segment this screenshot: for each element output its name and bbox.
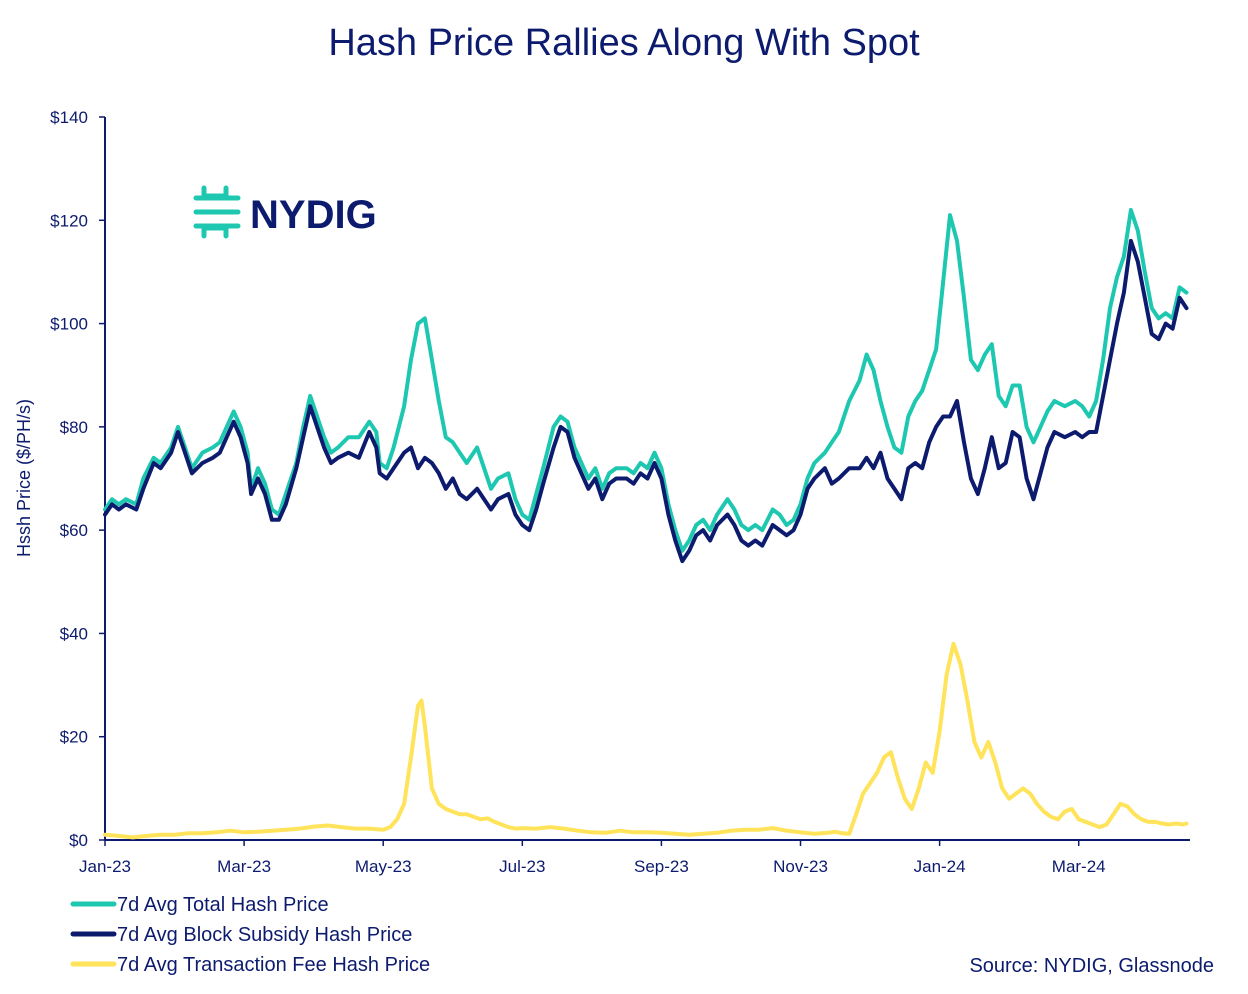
y-tick-label: $140 — [50, 108, 88, 127]
legend-label: 7d Avg Total Hash Price — [117, 894, 329, 916]
y-tick-label: $40 — [60, 624, 88, 643]
y-axis-ticks: $0 $20 $40 $60 $80 $100 $120 $140 — [50, 108, 105, 850]
nydig-logo: NYDIG — [193, 185, 377, 239]
source-note: Source: NYDIG, Glassnode — [969, 955, 1214, 977]
legend-label: 7d Avg Block Subsidy Hash Price — [117, 924, 412, 946]
y-tick-label: $20 — [60, 728, 88, 747]
y-tick-label: $60 — [60, 521, 88, 540]
y-tick-label: $0 — [69, 831, 88, 850]
series-lines — [103, 208, 1189, 840]
chart-title: Hash Price Rallies Along With Spot — [328, 22, 920, 64]
nydig-logo-text: NYDIG — [250, 193, 377, 237]
series-line-2 — [103, 641, 1189, 840]
x-tick-label: Mar-23 — [217, 857, 271, 876]
series-line-1 — [103, 238, 1189, 564]
y-axis-title: Hssh Price ($/PH/s) — [14, 399, 34, 557]
x-tick-label: Nov-23 — [773, 857, 828, 876]
y-tick-label: $100 — [50, 315, 88, 334]
y-tick-label: $120 — [50, 211, 88, 230]
nydig-logo-mark-icon — [193, 185, 241, 239]
y-tick-label: $80 — [60, 418, 88, 437]
x-tick-label: May-23 — [355, 857, 412, 876]
legend-label: 7d Avg Transaction Fee Hash Price — [117, 954, 430, 976]
x-axis-ticks: Jan-23 Mar-23 May-23 Jul-23 Sep-23 Nov-23 Jan-… — [79, 840, 1106, 876]
x-tick-label: Sep-23 — [634, 857, 689, 876]
series-line-0 — [103, 208, 1189, 553]
x-tick-label: Jan-23 — [79, 857, 131, 876]
x-tick-label: Jan-24 — [914, 857, 966, 876]
x-tick-label: Jul-23 — [499, 857, 545, 876]
x-tick-label: Mar-24 — [1052, 857, 1106, 876]
legend: 7d Avg Total Hash Price 7d Avg Block Subs… — [70, 894, 430, 976]
